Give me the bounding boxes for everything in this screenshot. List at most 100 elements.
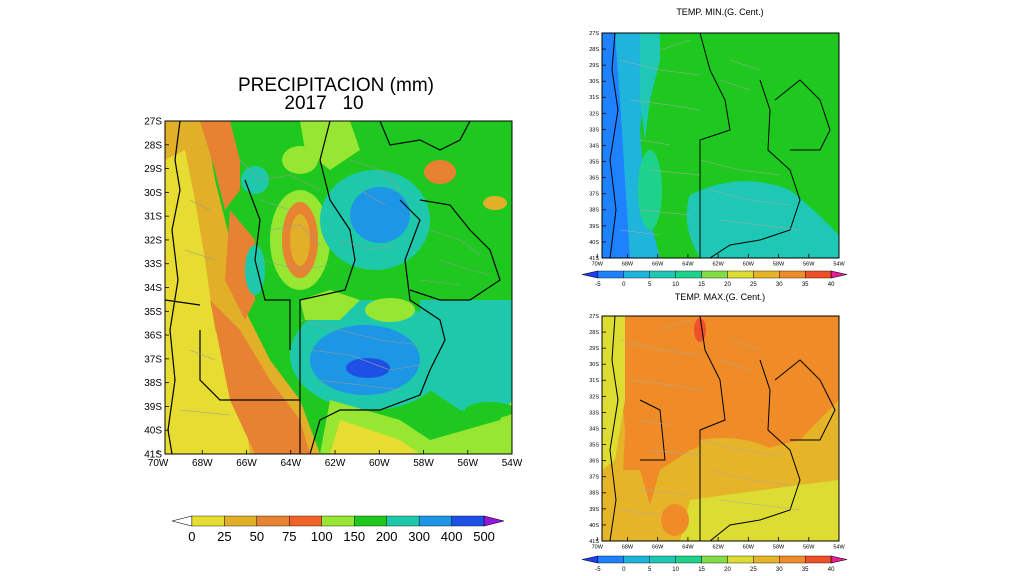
colorbar-left-arrow [581,270,599,279]
lon-tick-label: 68W [622,262,634,268]
lat-tick-label: 33S [589,127,599,133]
colorbar-label: 400 [441,529,463,544]
lat-tick-label: 30S [589,79,599,85]
lon-tick-label: 64W [682,545,694,551]
colorbar-label: 10 [672,282,679,288]
lat-tick-label: 37S [144,354,162,365]
tmax-lon-labels: 70W 68W 66W 64W 62W 60W 58W 56W 54W [592,537,845,551]
lon-tick-label: 54W [833,545,845,551]
lat-tick-label: 38S [589,208,599,214]
lon-tick-label: 70W [148,458,169,469]
colorbar-segment [649,270,676,279]
colorbar-label: 5 [648,567,652,573]
lat-tick-label: 31S [589,378,599,384]
colorbar-label: 500 [473,529,495,544]
lon-tick-label: 56W [457,458,478,469]
colorbar-right-arrow [830,270,848,279]
colorbar-segment [191,515,225,527]
colorbar-segment [675,270,702,279]
lat-tick-label: 35S [589,442,599,448]
precip-lon-labels: 70W 68W 66W 64W 62W 60W 58W 56W 54W [148,450,523,469]
lat-tick-label: 29S [589,63,599,69]
lat-tick-label: 39S [144,402,162,413]
lon-tick-label: 58W [773,545,785,551]
colorbar-label: 15 [698,567,705,573]
colorbar-segment [289,515,322,527]
lat-tick-label: 37S [589,192,599,198]
colorbar-label: 25 [750,567,757,573]
lat-tick-label: 27S [589,31,599,37]
lat-tick-label: 28S [589,47,599,53]
colorbar-label: 5 [648,282,652,288]
lon-tick-label: 62W [325,458,346,469]
colorbar-label: 75 [282,529,296,544]
colorbar-label: -5 [595,567,601,573]
lat-tick-label: 39S [589,224,599,230]
precip-subtitle: 2017 10 [284,93,363,114]
lat-tick-label: 32S [144,235,162,246]
colorbar-segment [649,555,676,564]
lat-tick-label: 36S [589,459,599,465]
colorbar-label: 35 [802,282,809,288]
tmax-colorbar: -5 0 5 10 15 20 25 30 35 40 [581,555,848,573]
lat-tick-label: 41S [144,450,162,461]
colorbar-segment [256,515,290,527]
lon-tick-label: 66W [652,545,664,551]
lon-tick-label: 66W [236,458,257,469]
colorbar-segment [779,555,806,564]
colorbar-label: 300 [408,529,430,544]
lat-tick-label: 31S [144,212,162,223]
lat-tick-label: 38S [589,491,599,497]
lat-tick-label: 27S [589,314,599,320]
colorbar-right-arrow [483,515,505,527]
colorbar-label: 40 [828,282,835,288]
colorbar-segment [753,270,780,279]
tmin-lon-labels: 70W 68W 66W 64W 62W 60W 58W 56W 54W [592,254,845,268]
colorbar-segment [753,555,780,564]
lon-tick-label: 56W [803,262,815,268]
colorbar-segment [386,515,420,527]
lat-tick-label: 30S [589,362,599,368]
colorbar-label: 25 [217,529,231,544]
colorbar-label: 20 [724,567,731,573]
lon-tick-label: 60W [369,458,390,469]
lon-tick-label: 70W [592,545,604,551]
colorbar-segment [623,270,650,279]
lat-tick-label: 33S [144,259,162,270]
lon-tick-label: 58W [773,262,785,268]
colorbar-label: 30 [776,567,783,573]
lat-tick-label: 32S [589,111,599,117]
lat-tick-label: 30S [144,188,162,199]
colorbar-label: 30 [776,282,783,288]
lat-tick-label: 34S [589,426,599,432]
lon-tick-label: 60W [743,262,755,268]
lon-tick-label: 64W [682,262,694,268]
lat-tick-label: 29S [144,164,162,175]
lon-tick-label: 64W [281,458,302,469]
lat-tick-label: 31S [589,95,599,101]
precip-field [165,121,512,454]
lat-tick-label: 40S [589,523,599,529]
lat-tick-label: 34S [589,143,599,149]
lon-tick-label: 58W [413,458,434,469]
colorbar-label: 40 [828,567,835,573]
lat-tick-label: 35S [144,307,162,318]
lat-tick-label: 28S [144,140,162,151]
colorbar-label: 0 [188,529,195,544]
lat-tick-label: 28S [589,330,599,336]
colorbar-label: 100 [311,529,333,544]
colorbar-segment [701,555,728,564]
colorbar-segment [675,555,702,564]
lat-tick-label: 27S [144,117,162,128]
tmin-field [602,33,839,258]
lat-tick-label: 40S [144,426,162,437]
lat-tick-label: 36S [144,331,162,342]
lon-tick-label: 54W [502,458,523,469]
colorbar-segment [354,515,387,527]
tmax-title: TEMP. MAX.(G. Cent.) [675,292,765,302]
lat-tick-label: 37S [589,475,599,481]
lon-tick-label: 66W [652,262,664,268]
lon-tick-label: 62W [712,262,724,268]
tmin-colorbar: -5 0 5 10 15 20 25 30 35 40 [581,270,848,288]
